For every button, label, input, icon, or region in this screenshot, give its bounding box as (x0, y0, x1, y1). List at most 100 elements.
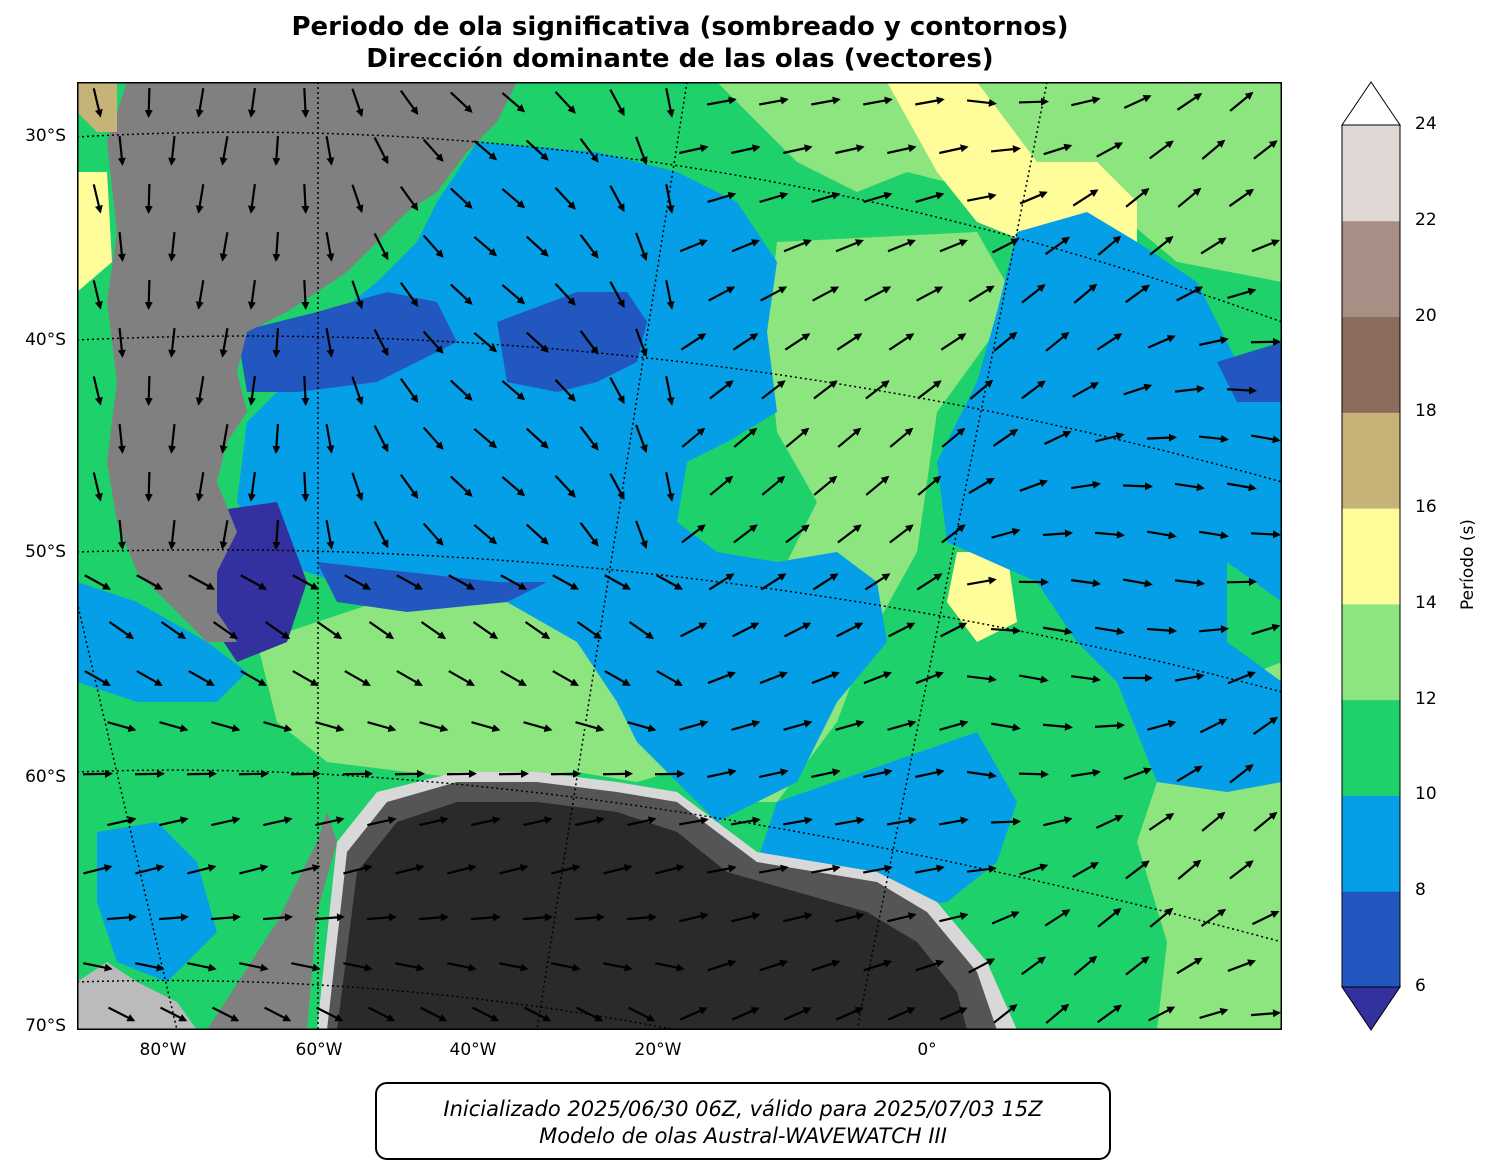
wave-vector (292, 670, 319, 686)
wave-vector (107, 721, 137, 733)
wave-vector (1149, 907, 1174, 928)
wave-vector (501, 380, 526, 401)
wave-vector (679, 719, 709, 731)
wave-vector (1095, 626, 1125, 636)
wave-vector (1227, 671, 1256, 685)
wave-vector (195, 184, 205, 214)
wave-vector (635, 328, 648, 357)
wave-vector (134, 769, 165, 778)
wave-vector (291, 864, 321, 875)
wave-vector (83, 864, 113, 875)
wave-vector (1227, 287, 1257, 300)
wave-vector (1096, 142, 1124, 158)
period-zone-6-8 (237, 292, 457, 392)
wave-vector (107, 816, 137, 827)
wave-vector (665, 184, 675, 214)
wave-vector (399, 377, 419, 404)
wave-vector (144, 471, 153, 502)
wave-vector (1198, 434, 1229, 443)
wave-vector (247, 279, 256, 310)
colorbar-label: Período (s) (1458, 519, 1478, 610)
wave-vector (635, 136, 648, 165)
wave-vector (1199, 718, 1228, 734)
wave-vector (863, 671, 892, 685)
wave-vector (1072, 189, 1099, 207)
wave-period-map (77, 82, 1282, 1030)
wave-vector (811, 768, 841, 778)
wave-vector (915, 959, 945, 972)
wave-vector (835, 239, 864, 253)
wave-vector (422, 138, 444, 162)
wave-vector (603, 962, 633, 972)
wave-vector (915, 864, 945, 874)
lat-label-70s: 70°S (25, 1016, 66, 1036)
wave-vector (195, 376, 205, 406)
wave-vector (1095, 432, 1125, 443)
wave-vector (1044, 236, 1070, 256)
wave-vector (501, 476, 526, 497)
wave-vector (450, 187, 473, 209)
wave-vector (160, 621, 187, 640)
wave-vector (315, 816, 345, 827)
wave-vector (1021, 380, 1046, 400)
wave-vector (272, 327, 281, 358)
colorbar-bin (1342, 603, 1400, 701)
wave-direction-vectors (82, 87, 1281, 1024)
period-zone-14-16 (77, 172, 112, 292)
wave-vector (1253, 811, 1278, 832)
wave-vector (240, 670, 267, 686)
wave-vector (108, 621, 135, 640)
wave-vector (522, 913, 553, 922)
wave-vector (1148, 1006, 1176, 1022)
wave-vector (627, 721, 657, 733)
wave-vector (759, 768, 789, 778)
wave-vector (450, 283, 473, 305)
wave-vector (916, 573, 943, 591)
wave-vector (889, 524, 914, 544)
wave-vector (399, 89, 419, 116)
wave-vector (968, 477, 995, 495)
wave-vector (188, 574, 216, 590)
colorbar-bin (1342, 508, 1400, 605)
wave-vector (574, 913, 605, 922)
wave-vector (887, 912, 917, 923)
wave-vector (263, 816, 293, 827)
wave-vector (940, 333, 967, 351)
wave-vector (82, 769, 113, 778)
chart-title-line2: Dirección dominante de las olas (vectore… (366, 44, 994, 74)
wave-vector (238, 769, 269, 778)
wave-vector (1252, 716, 1279, 735)
lon-label-60w: 60°W (295, 1040, 343, 1060)
wave-vector (325, 136, 335, 166)
wave-vector (579, 234, 599, 259)
wave-vector (367, 721, 397, 733)
wave-vector (344, 574, 372, 590)
wave-vector (1123, 767, 1152, 780)
wave-vector (991, 722, 1021, 732)
wave-vector (1149, 236, 1174, 256)
wave-vector (368, 621, 395, 640)
wave-vector (1149, 140, 1174, 160)
wave-vector (211, 816, 241, 827)
wave-vector (731, 816, 761, 826)
wave-vector (887, 239, 916, 253)
wave-vector (419, 721, 449, 733)
wave-vector (262, 913, 293, 922)
wave-vector (811, 96, 841, 106)
wave-vector (219, 328, 229, 358)
wave-vector (447, 962, 477, 972)
wave-vector (609, 281, 625, 309)
colorbar-tick-label: 24 (1415, 114, 1437, 134)
wave-vector (811, 191, 841, 204)
wave-vector (990, 817, 1021, 826)
wave-vector (399, 185, 419, 212)
wave-vector (707, 96, 737, 106)
wave-vector (609, 89, 625, 117)
wave-vector (264, 621, 291, 640)
wave-vector (168, 519, 177, 550)
wave-vector (602, 769, 633, 778)
wave-vector (990, 626, 1021, 635)
wave-vector (759, 96, 789, 106)
wave-vector (1250, 1009, 1281, 1018)
wave-vector (783, 239, 812, 253)
